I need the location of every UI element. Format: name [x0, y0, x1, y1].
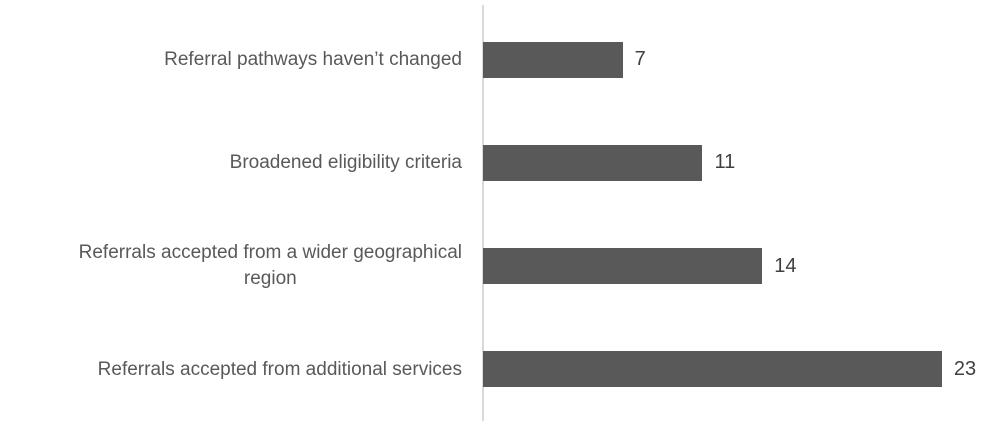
- value-label: 14: [774, 254, 797, 277]
- bar-row: Broadened eligibility criteria 11: [0, 111, 1000, 214]
- category-label: Broadened eligibility criteria: [229, 152, 462, 174]
- category-label: Referrals accepted from a wider geograph…: [78, 242, 462, 290]
- category-label: Referral pathways haven’t changed: [164, 48, 462, 70]
- category-label-cell: Referrals accepted from additional servi…: [0, 357, 483, 383]
- bar-row: Referrals accepted from a wider geograph…: [0, 215, 1000, 318]
- value-label: 23: [953, 357, 977, 380]
- bar-cell: 23: [483, 318, 1000, 421]
- bar-cell: 14: [483, 215, 1000, 318]
- bar: [483, 248, 763, 285]
- bar: [483, 144, 703, 181]
- value-label: 11: [714, 151, 736, 174]
- chart-plot-area: Referral pathways haven’t changed 7 Broa…: [0, 8, 1000, 421]
- bar-row: Referral pathways haven’t changed 7: [0, 8, 1000, 111]
- category-axis-line: [482, 5, 484, 421]
- bar-row: Referrals accepted from additional servi…: [0, 318, 1000, 421]
- bar: [483, 351, 942, 388]
- category-label-cell: Broadened eligibility criteria: [0, 150, 483, 176]
- value-label: 7: [634, 48, 646, 71]
- bar: [483, 41, 623, 78]
- bar-cell: 7: [483, 8, 1000, 111]
- bar-cell: 11: [483, 111, 1000, 214]
- category-label-cell: Referral pathways haven’t changed: [0, 47, 483, 73]
- category-label: Referrals accepted from additional servi…: [97, 358, 462, 380]
- category-label-cell: Referrals accepted from a wider geograph…: [0, 240, 483, 291]
